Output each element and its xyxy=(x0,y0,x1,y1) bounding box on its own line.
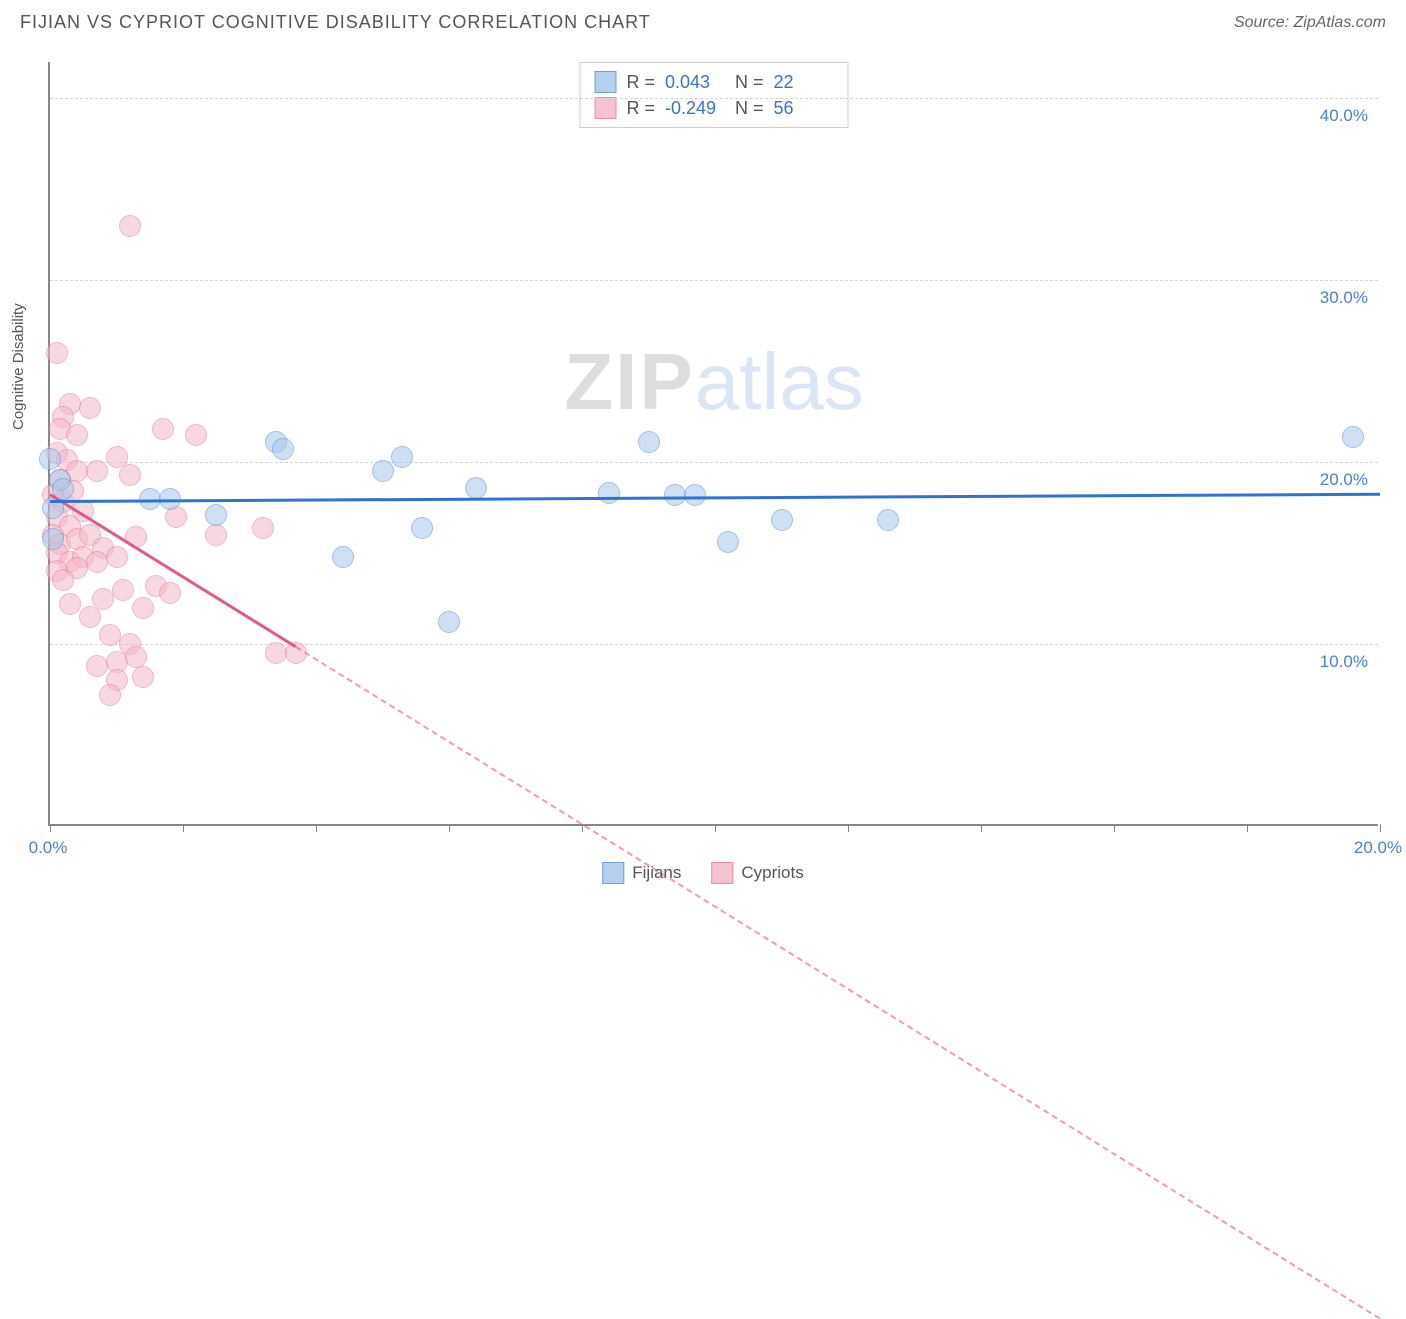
chart-plot-area: ZIPatlas R = 0.043 N = 22 R = -0.249 N = 56 10.… xyxy=(48,62,1378,826)
r-label: R = xyxy=(626,98,655,119)
data-point xyxy=(86,551,108,573)
data-point xyxy=(86,460,108,482)
n-label: N = xyxy=(735,98,764,119)
legend-swatch xyxy=(594,97,616,119)
stats-row: R = 0.043 N = 22 xyxy=(594,69,833,95)
data-point xyxy=(119,215,141,237)
data-point xyxy=(42,528,64,550)
data-point xyxy=(272,438,294,460)
gridline-h xyxy=(50,280,1378,281)
data-point xyxy=(79,397,101,419)
data-point xyxy=(411,517,433,539)
source-label: Source: ZipAtlas.com xyxy=(1234,14,1386,32)
x-tick xyxy=(183,824,184,832)
n-value: 22 xyxy=(774,72,834,93)
trend-line xyxy=(50,493,1380,503)
legend-item: Cypriots xyxy=(711,862,803,884)
data-point xyxy=(205,524,227,546)
data-point xyxy=(159,582,181,604)
data-point xyxy=(52,569,74,591)
x-tick xyxy=(1247,824,1248,832)
header: FIJIAN VS CYPRIOT COGNITIVE DISABILITY C… xyxy=(0,0,1406,41)
y-tick-label: 20.0% xyxy=(1320,470,1368,490)
watermark-zip: ZIP xyxy=(564,337,694,426)
data-point xyxy=(106,546,128,568)
legend-label: Fijians xyxy=(632,863,681,883)
data-point xyxy=(185,424,207,446)
data-point xyxy=(66,424,88,446)
r-value: 0.043 xyxy=(665,72,725,93)
gridline-h xyxy=(50,462,1378,463)
data-point xyxy=(771,509,793,531)
x-tick xyxy=(50,824,51,832)
y-axis-label: Cognitive Disability xyxy=(10,303,27,430)
watermark-atlas: atlas xyxy=(695,337,864,426)
r-label: R = xyxy=(626,72,655,93)
data-point xyxy=(79,606,101,628)
legend-swatch xyxy=(602,862,624,884)
legend-label: Cypriots xyxy=(741,863,803,883)
data-point xyxy=(152,418,174,440)
data-point xyxy=(372,460,394,482)
x-tick xyxy=(848,824,849,832)
x-tick xyxy=(1114,824,1115,832)
trend-line-dashed xyxy=(296,646,1381,1319)
data-point xyxy=(638,431,660,453)
x-tick xyxy=(449,824,450,832)
y-tick-label: 30.0% xyxy=(1320,288,1368,308)
x-tick xyxy=(715,824,716,832)
data-point xyxy=(205,504,227,526)
chart-title: FIJIAN VS CYPRIOT COGNITIVE DISABILITY C… xyxy=(20,12,651,33)
data-point xyxy=(1342,426,1364,448)
data-point xyxy=(119,464,141,486)
x-tick xyxy=(1380,824,1381,832)
data-point xyxy=(125,646,147,668)
data-point xyxy=(438,611,460,633)
x-tick-label: 0.0% xyxy=(29,838,68,858)
stats-box: R = 0.043 N = 22 R = -0.249 N = 56 xyxy=(579,62,848,128)
data-point xyxy=(877,509,899,531)
data-point xyxy=(59,593,81,615)
data-point xyxy=(132,597,154,619)
x-tick xyxy=(316,824,317,832)
data-point xyxy=(92,588,114,610)
gridline-h xyxy=(50,98,1378,99)
data-point xyxy=(132,666,154,688)
y-tick-label: 40.0% xyxy=(1320,106,1368,126)
data-point xyxy=(391,446,413,468)
x-tick xyxy=(981,824,982,832)
data-point xyxy=(39,448,61,470)
data-point xyxy=(664,484,686,506)
n-value: 56 xyxy=(774,98,834,119)
legend-swatch xyxy=(711,862,733,884)
legend-item: Fijians xyxy=(602,862,681,884)
data-point xyxy=(684,484,706,506)
data-point xyxy=(265,642,287,664)
n-label: N = xyxy=(735,72,764,93)
gridline-h xyxy=(50,644,1378,645)
y-tick-label: 10.0% xyxy=(1320,652,1368,672)
data-point xyxy=(46,342,68,364)
data-point xyxy=(99,684,121,706)
data-point xyxy=(99,624,121,646)
series-legend: Fijians Cypriots xyxy=(602,862,803,884)
data-point xyxy=(112,579,134,601)
x-tick-label: 20.0% xyxy=(1354,838,1402,858)
data-point xyxy=(717,531,739,553)
data-point xyxy=(252,517,274,539)
data-point xyxy=(465,477,487,499)
data-point xyxy=(332,546,354,568)
legend-swatch xyxy=(594,71,616,93)
watermark: ZIPatlas xyxy=(564,336,863,428)
data-point xyxy=(598,482,620,504)
r-value: -0.249 xyxy=(665,98,725,119)
data-point xyxy=(86,655,108,677)
